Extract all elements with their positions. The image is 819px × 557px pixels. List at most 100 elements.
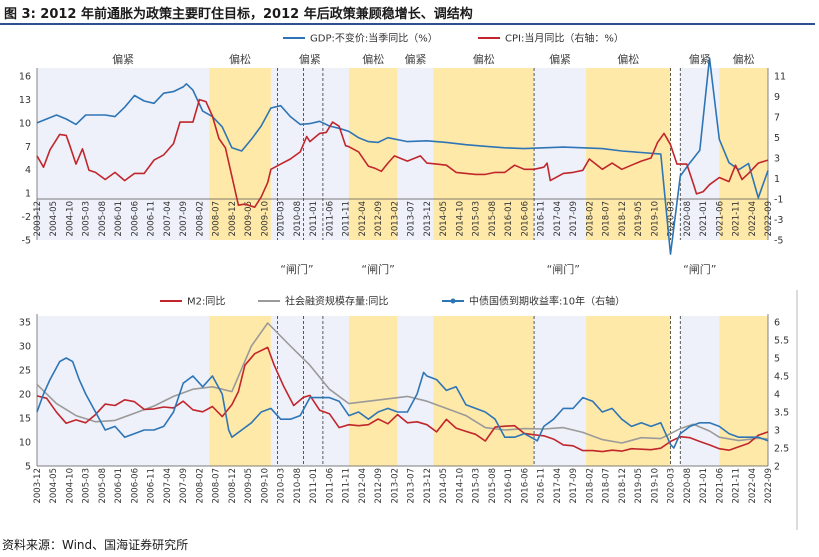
top-axis-right-tick-6: 7	[774, 113, 780, 124]
bottom-xtick-15: 2010-03	[277, 468, 287, 504]
period-band-top-9	[719, 68, 768, 240]
bottom-xtick-11: 2008-07	[212, 468, 222, 504]
bottom-xtick-20: 2012-04	[358, 468, 368, 504]
bottom-xtick-32: 2017-04	[553, 468, 563, 504]
top-xtick-22: 2013-02	[390, 201, 400, 237]
bottom-xtick-37: 2019-05	[634, 468, 644, 504]
top-xtick-6: 2006-06	[130, 201, 140, 237]
period-band-top-0	[37, 68, 210, 240]
top-xtick-14: 2009-10	[260, 201, 270, 237]
top-axis-left-tick-6: 13	[19, 95, 31, 106]
bottom-axis-right-tick-0: 2	[774, 462, 780, 473]
gate-lines	[277, 68, 681, 466]
bottom-xtick-30: 2016-06	[520, 468, 530, 504]
top-xtick-38: 2019-10	[650, 201, 660, 237]
legend-bond-marker	[450, 298, 456, 304]
top-axis-left-tick-3: 4	[25, 165, 31, 176]
period-label-0: 偏紧	[112, 52, 134, 66]
bottom-xtick-36: 2018-12	[618, 468, 628, 504]
bottom-xtick-10: 2008-02	[195, 468, 205, 504]
bottom-axis-right-tick-3: 3.5	[774, 408, 789, 419]
period-band-bottom-8	[680, 316, 720, 466]
top-axis-left-tick-4: 7	[25, 142, 31, 153]
bottom-xtick-6: 2006-06	[130, 468, 140, 504]
top-xtick-23: 2013-07	[407, 201, 417, 237]
top-axis-right-tick-7: 9	[774, 92, 780, 103]
top-xtick-24: 2013-12	[423, 201, 433, 237]
bottom-xtick-25: 2014-05	[439, 468, 449, 504]
source-note: 资料来源：Wind、国海证券研究所	[2, 538, 189, 552]
bottom-xtick-0: 2003-12	[33, 468, 43, 504]
period-band-bottom-1	[209, 316, 271, 466]
top-xtick-26: 2014-10	[455, 201, 465, 237]
period-label-4: 偏紧	[404, 52, 426, 66]
bottom-axis-left-tick-4: 25	[19, 366, 31, 377]
top-axis-left-tick-0: -5	[22, 236, 31, 247]
top-xtick-9: 2007-09	[179, 201, 189, 237]
period-band-bottom-6	[534, 316, 587, 466]
bottom-axis-left-tick-0: 5	[25, 462, 31, 473]
period-band-top-5	[433, 68, 535, 240]
period-band-bottom-0	[37, 316, 210, 466]
period-label-1: 偏松	[229, 52, 251, 66]
top-chart-plot	[36, 57, 769, 255]
top-xtick-21: 2012-09	[374, 201, 384, 237]
bottom-xtick-19: 2011-11	[342, 468, 352, 504]
bottom-xtick-43: 2021-11	[732, 468, 742, 504]
top-xtick-32: 2017-04	[553, 201, 563, 237]
top-xtick-17: 2011-01	[309, 201, 319, 237]
bottom-axis-right-tick-7: 5.5	[774, 336, 789, 347]
legend-m2-label: M2:同比	[187, 296, 225, 308]
top-xtick-13: 2009-05	[244, 201, 254, 237]
top-xtick-7: 2006-11	[147, 201, 157, 237]
bottom-xtick-2: 2004-10	[65, 468, 75, 504]
top-xtick-15: 2010-03	[277, 201, 287, 237]
top-axis-right-tick-3: 1	[774, 174, 780, 185]
legend-gdp-label: GDP:不变价:当季同比（%）	[310, 32, 438, 45]
top-xtick-25: 2014-05	[439, 201, 449, 237]
period-band-top-6	[534, 68, 587, 240]
bottom-axis-left-tick-6: 35	[19, 318, 31, 329]
top-xtick-1: 2004-05	[49, 201, 59, 237]
period-band-top-8	[680, 68, 720, 240]
period-label-5: 偏松	[473, 52, 495, 66]
bottom-xtick-34: 2018-02	[585, 468, 595, 504]
period-label-2: 偏紧	[299, 52, 321, 66]
period-band-bottom-2	[270, 316, 349, 466]
figure-title: 图 3: 2012 年前通胀为政策主要盯住目标，2012 年后政策兼顾稳增长、调…	[4, 7, 473, 22]
period-label-7: 偏松	[617, 52, 639, 66]
top-xtick-42: 2021-06	[715, 201, 725, 237]
period-band-bottom-3	[348, 316, 398, 466]
bottom-axis-left-tick-2: 15	[19, 414, 31, 425]
top-xtick-28: 2015-08	[488, 201, 498, 237]
top-axis-left-tick-5: 10	[19, 118, 31, 129]
period-label-9: 偏松	[733, 52, 755, 66]
top-xtick-36: 2018-12	[618, 201, 628, 237]
top-xtick-11: 2008-07	[212, 201, 222, 237]
period-band-bottom-4	[397, 316, 434, 466]
period-label-6: 偏紧	[549, 52, 571, 66]
bottom-xtick-22: 2013-02	[390, 468, 400, 504]
top-axis-right-tick-8: 11	[774, 72, 786, 83]
bottom-xtick-33: 2017-09	[569, 468, 579, 504]
top-xtick-34: 2018-02	[585, 201, 595, 237]
title-rule	[0, 23, 815, 25]
top-xtick-27: 2015-03	[472, 201, 482, 237]
legend-cpi-label: CPI:当月同比（右轴：%）	[505, 32, 624, 45]
top-xtick-10: 2008-02	[195, 201, 205, 237]
bottom-xtick-4: 2005-08	[98, 468, 108, 504]
bottom-axis-left-tick-3: 20	[19, 390, 31, 401]
period-band-bottom-5	[433, 316, 535, 466]
period-label-8: 偏紧	[689, 52, 711, 66]
top-axis-right-tick-5: 5	[774, 133, 780, 144]
period-labels: 偏紧 偏松 偏紧 偏松 偏紧 偏松 偏紧 偏松 偏紧 偏松 “闸门” “闸门” “闸门” “闸门”	[112, 52, 755, 276]
policy-bands	[37, 68, 768, 466]
top-xtick-37: 2019-05	[634, 201, 644, 237]
top-xtick-30: 2016-06	[520, 201, 530, 237]
period-band-top-3	[348, 68, 398, 240]
bottom-xtick-41: 2021-01	[699, 468, 709, 504]
bottom-xtick-17: 2011-01	[309, 468, 319, 504]
tsf-series-line	[36, 322, 769, 444]
top-xtick-8: 2007-04	[163, 201, 173, 237]
